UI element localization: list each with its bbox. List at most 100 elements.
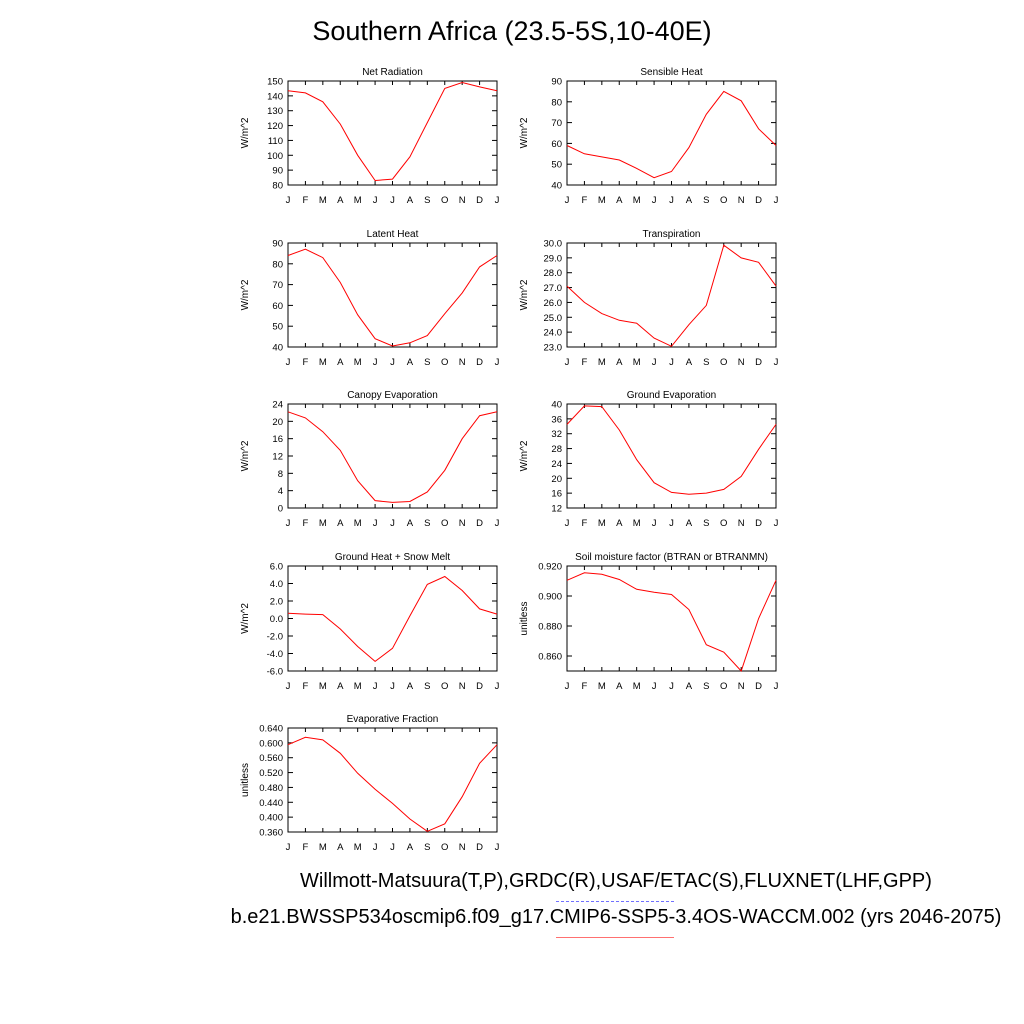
panel-title: Net Radiation	[362, 67, 423, 78]
x-tick-label: J	[669, 681, 674, 692]
x-tick-label: J	[286, 681, 291, 692]
y-tick-label: 0.640	[259, 724, 283, 735]
chart-panel: Soil moisture factor (BTRAN or BTRANMN) u…	[519, 552, 779, 692]
x-tick-label: J	[565, 195, 570, 206]
plot-frame	[287, 727, 498, 833]
x-tick-label: J	[373, 195, 378, 206]
x-tick-label: M	[633, 357, 641, 368]
y-tick-label: 0.480	[259, 783, 283, 794]
y-tick-label: 70	[272, 280, 283, 291]
series-line	[287, 248, 498, 347]
y-tick-label: 23.0	[544, 343, 563, 354]
series-line	[287, 736, 498, 832]
panel-title: Sensible Heat	[640, 67, 702, 78]
x-tick-label: O	[441, 842, 448, 853]
x-tick-label: J	[565, 357, 570, 368]
model-legend-line	[556, 937, 674, 938]
x-tick-label: J	[774, 195, 779, 206]
x-tick-label: A	[616, 357, 623, 368]
y-tick-label: 20	[272, 417, 283, 428]
x-tick-label: J	[774, 518, 779, 529]
x-tick-label: S	[703, 518, 709, 529]
x-tick-label: N	[459, 518, 466, 529]
y-tick-label: -4.0	[267, 649, 283, 660]
x-tick-label: J	[652, 681, 657, 692]
x-tick-label: D	[476, 357, 483, 368]
x-tick-label: J	[373, 518, 378, 529]
x-tick-label: S	[703, 195, 709, 206]
x-tick-label: D	[476, 195, 483, 206]
x-tick-label: A	[407, 681, 414, 692]
x-tick-label: N	[459, 842, 466, 853]
x-tick-label: F	[303, 357, 309, 368]
x-tick-label: M	[354, 195, 362, 206]
x-tick-label: J	[652, 195, 657, 206]
x-tick-label: D	[755, 357, 762, 368]
y-tick-label: 0.400	[259, 813, 283, 824]
x-tick-label: J	[390, 357, 395, 368]
x-tick-label: A	[616, 195, 623, 206]
figure-title: Southern Africa (23.5-5S,10-40E)	[312, 16, 712, 46]
y-tick-label: 27.0	[544, 283, 563, 294]
y-tick-label: 40	[551, 181, 562, 192]
panel-title: Transpiration	[643, 229, 701, 240]
x-tick-label: J	[495, 842, 500, 853]
y-tick-label: 0.600	[259, 738, 283, 749]
y-axis-label: W/m^2	[240, 603, 251, 634]
plot-frame	[287, 242, 498, 348]
series-line	[287, 81, 498, 182]
y-tick-label: 0	[278, 504, 283, 515]
x-tick-label: A	[337, 357, 344, 368]
y-tick-label: 30.0	[544, 239, 563, 250]
x-tick-label: J	[390, 518, 395, 529]
x-tick-label: J	[652, 357, 657, 368]
x-tick-label: O	[720, 518, 727, 529]
y-axis-label: W/m^2	[519, 117, 530, 148]
x-tick-label: O	[441, 195, 448, 206]
y-tick-label: 24	[551, 459, 562, 470]
x-tick-label: S	[424, 195, 430, 206]
x-tick-label: N	[738, 195, 745, 206]
x-tick-label: A	[407, 842, 414, 853]
x-tick-label: M	[319, 518, 327, 529]
x-tick-label: N	[738, 518, 745, 529]
x-tick-label: O	[720, 681, 727, 692]
x-tick-label: A	[686, 518, 693, 529]
y-tick-label: 24	[272, 400, 283, 411]
y-tick-label: 70	[551, 118, 562, 129]
y-tick-label: 60	[272, 301, 283, 312]
x-tick-label: N	[738, 681, 745, 692]
x-tick-label: S	[424, 842, 430, 853]
x-tick-label: D	[755, 195, 762, 206]
y-tick-label: 0.920	[538, 562, 562, 573]
x-tick-label: J	[286, 518, 291, 529]
y-tick-label: 4	[278, 486, 283, 497]
x-tick-label: J	[565, 681, 570, 692]
y-tick-label: 40	[272, 343, 283, 354]
x-tick-label: S	[703, 357, 709, 368]
x-tick-label: A	[337, 842, 344, 853]
y-tick-label: 0.880	[538, 622, 562, 633]
y-axis-label: W/m^2	[240, 440, 251, 471]
y-tick-label: 32	[551, 429, 562, 440]
observations-legend-line	[556, 901, 674, 902]
y-tick-label: 2.0	[270, 597, 283, 608]
caption-observations: Willmott-Matsuura(T,P),GRDC(R),USAF/ETAC…	[300, 870, 932, 892]
x-tick-label: M	[354, 357, 362, 368]
x-tick-label: A	[407, 357, 414, 368]
x-tick-label: N	[738, 357, 745, 368]
y-axis-label: unitless	[519, 602, 530, 636]
y-tick-label: 0.900	[538, 592, 562, 603]
x-tick-label: J	[373, 842, 378, 853]
x-tick-label: J	[286, 357, 291, 368]
x-tick-label: N	[459, 357, 466, 368]
x-tick-label: A	[686, 681, 693, 692]
y-tick-label: 28	[551, 444, 562, 455]
x-tick-label: O	[441, 518, 448, 529]
x-tick-label: D	[476, 842, 483, 853]
